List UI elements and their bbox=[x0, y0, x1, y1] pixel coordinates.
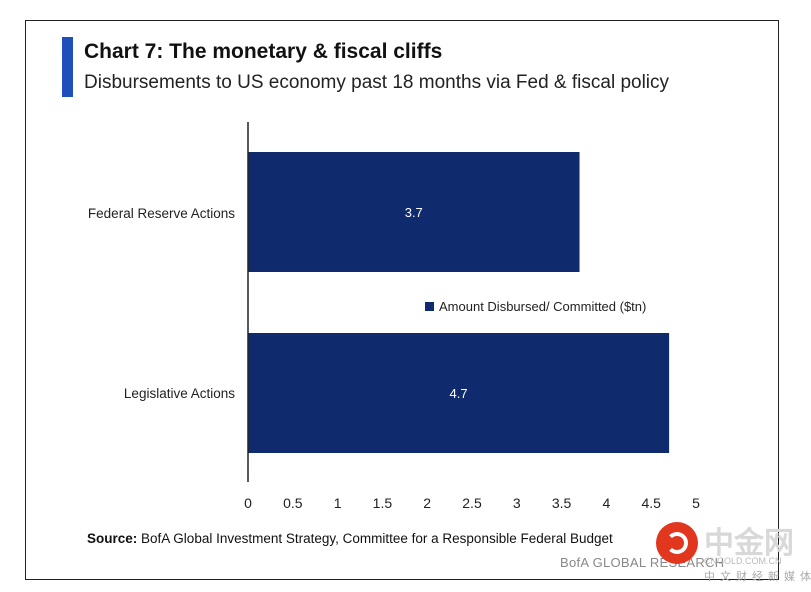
bar bbox=[248, 333, 670, 453]
x-tick-label: 4 bbox=[603, 495, 611, 511]
bar bbox=[248, 152, 580, 272]
chart-subtitle: Disbursements to US economy past 18 mont… bbox=[84, 72, 670, 93]
title-accent-bar bbox=[62, 37, 73, 97]
source-note: Source: BofA Global Investment Strategy,… bbox=[87, 531, 613, 546]
x-tick-label: 5 bbox=[692, 495, 700, 511]
x-tick-label: 4.5 bbox=[641, 495, 661, 511]
data-label: 3.7 bbox=[405, 205, 423, 220]
category-label: Legislative Actions bbox=[124, 386, 235, 401]
data-label: 4.7 bbox=[450, 386, 468, 401]
x-tick-label: 0 bbox=[244, 495, 252, 511]
watermark-slogan: 中文财经新媒体 bbox=[704, 571, 811, 583]
watermark-logo-icon bbox=[656, 522, 698, 564]
x-tick-label: 2.5 bbox=[462, 495, 482, 511]
x-tick-label: 1.5 bbox=[373, 495, 393, 511]
x-tick-label: 3 bbox=[513, 495, 521, 511]
x-tick-label: 3.5 bbox=[552, 495, 572, 511]
chart-frame bbox=[25, 20, 779, 580]
source-label: Source: bbox=[87, 531, 138, 546]
legend-swatch bbox=[425, 302, 434, 311]
x-tick-label: 2 bbox=[423, 495, 431, 511]
watermark-name: 中金网 bbox=[704, 527, 794, 560]
source-text: BofA Global Investment Strategy, Committ… bbox=[141, 531, 613, 546]
x-tick-label: 0.5 bbox=[283, 495, 303, 511]
watermark: 中金网 CNGOLD.COM.CN 中文财经新媒体 bbox=[656, 518, 811, 588]
chart-title: Chart 7: The monetary & fiscal cliffs bbox=[84, 40, 443, 63]
category-label: Federal Reserve Actions bbox=[88, 206, 235, 221]
x-tick-label: 1 bbox=[334, 495, 342, 511]
legend-label: Amount Disbursed/ Committed ($tn) bbox=[439, 299, 646, 314]
watermark-domain: CNGOLD.COM.CN bbox=[704, 556, 782, 566]
